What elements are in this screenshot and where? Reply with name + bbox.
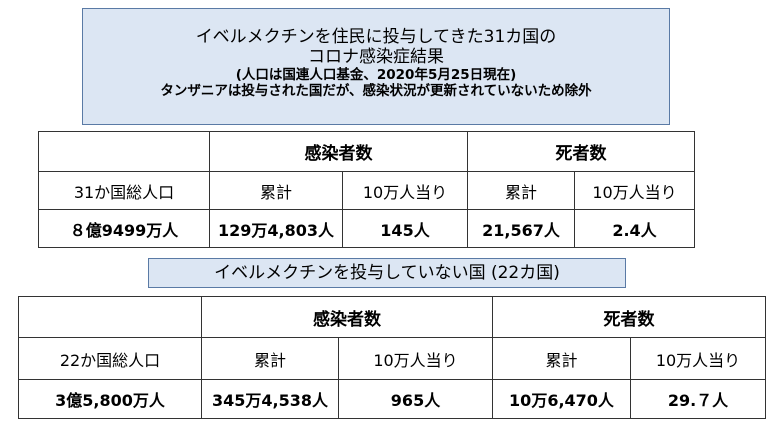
infected-cumulative-label: 累計 bbox=[201, 337, 339, 380]
deaths-header: 死者数 bbox=[492, 296, 766, 338]
population-value: 3億5,800万人 bbox=[18, 379, 202, 419]
deaths-per100k-label: 10万人当り bbox=[630, 337, 766, 380]
title-note-source: (人口は国連人口基金、2020年5月25日現在) bbox=[235, 67, 517, 83]
infected-per100k-label: 10万人当り bbox=[342, 171, 468, 210]
title-line-2: コロナ感染症結果 bbox=[308, 47, 444, 67]
table-header-row: 感染者数 死者数 bbox=[38, 131, 695, 172]
empty-header-cell bbox=[18, 296, 202, 338]
deaths-per100k-value: 29.７人 bbox=[630, 379, 766, 419]
title-line-1: イベルメクチンを住民に投与してきた31カ国の bbox=[195, 27, 557, 47]
infected-per100k-value: 145人 bbox=[342, 209, 468, 248]
infected-per100k-value: 965人 bbox=[338, 379, 493, 419]
ivermectin-countries-table: 感染者数 死者数 31か国総人口 累計 10万人当り 累計 10万人当り ８億9… bbox=[38, 131, 695, 248]
infected-header: 感染者数 bbox=[201, 296, 493, 338]
deaths-per100k-label: 10万人当り bbox=[574, 171, 695, 210]
infected-cumulative-label: 累計 bbox=[209, 171, 343, 210]
empty-header-cell bbox=[38, 131, 210, 172]
deaths-per100k-value: 2.4人 bbox=[574, 209, 695, 248]
table-subheader-row: 31か国総人口 累計 10万人当り 累計 10万人当り bbox=[38, 171, 695, 210]
deaths-header: 死者数 bbox=[467, 131, 695, 172]
subtitle-box: イベルメクチンを投与していない国 (22カ国) bbox=[148, 258, 626, 288]
table-subheader-row: 22か国総人口 累計 10万人当り 累計 10万人当り bbox=[18, 337, 766, 380]
deaths-total-value: 21,567人 bbox=[467, 209, 575, 248]
title-box: イベルメクチンを住民に投与してきた31カ国の コロナ感染症結果 (人口は国連人口… bbox=[82, 8, 670, 125]
deaths-total-value: 10万6,470人 bbox=[492, 379, 631, 419]
infected-header: 感染者数 bbox=[209, 131, 468, 172]
table-row: ８億9499万人 129万4,803人 145人 21,567人 2.4人 bbox=[38, 209, 695, 248]
deaths-cumulative-label: 累計 bbox=[492, 337, 631, 380]
population-label: 22か国総人口 bbox=[18, 337, 202, 380]
table-row: 3億5,800万人 345万4,538人 965人 10万6,470人 29.７… bbox=[18, 379, 766, 419]
non-ivermectin-countries-table: 感染者数 死者数 22か国総人口 累計 10万人当り 累計 10万人当り 3億5… bbox=[18, 296, 766, 419]
population-value: ８億9499万人 bbox=[38, 209, 210, 248]
infected-total-value: 345万4,538人 bbox=[201, 379, 339, 419]
population-label: 31か国総人口 bbox=[38, 171, 210, 210]
deaths-cumulative-label: 累計 bbox=[467, 171, 575, 210]
infected-per100k-label: 10万人当り bbox=[338, 337, 493, 380]
infected-total-value: 129万4,803人 bbox=[209, 209, 343, 248]
table-header-row: 感染者数 死者数 bbox=[18, 296, 766, 338]
title-note-exclusion: タンザニアは投与された国だが、感染状況が更新されていないため除外 bbox=[160, 83, 592, 99]
